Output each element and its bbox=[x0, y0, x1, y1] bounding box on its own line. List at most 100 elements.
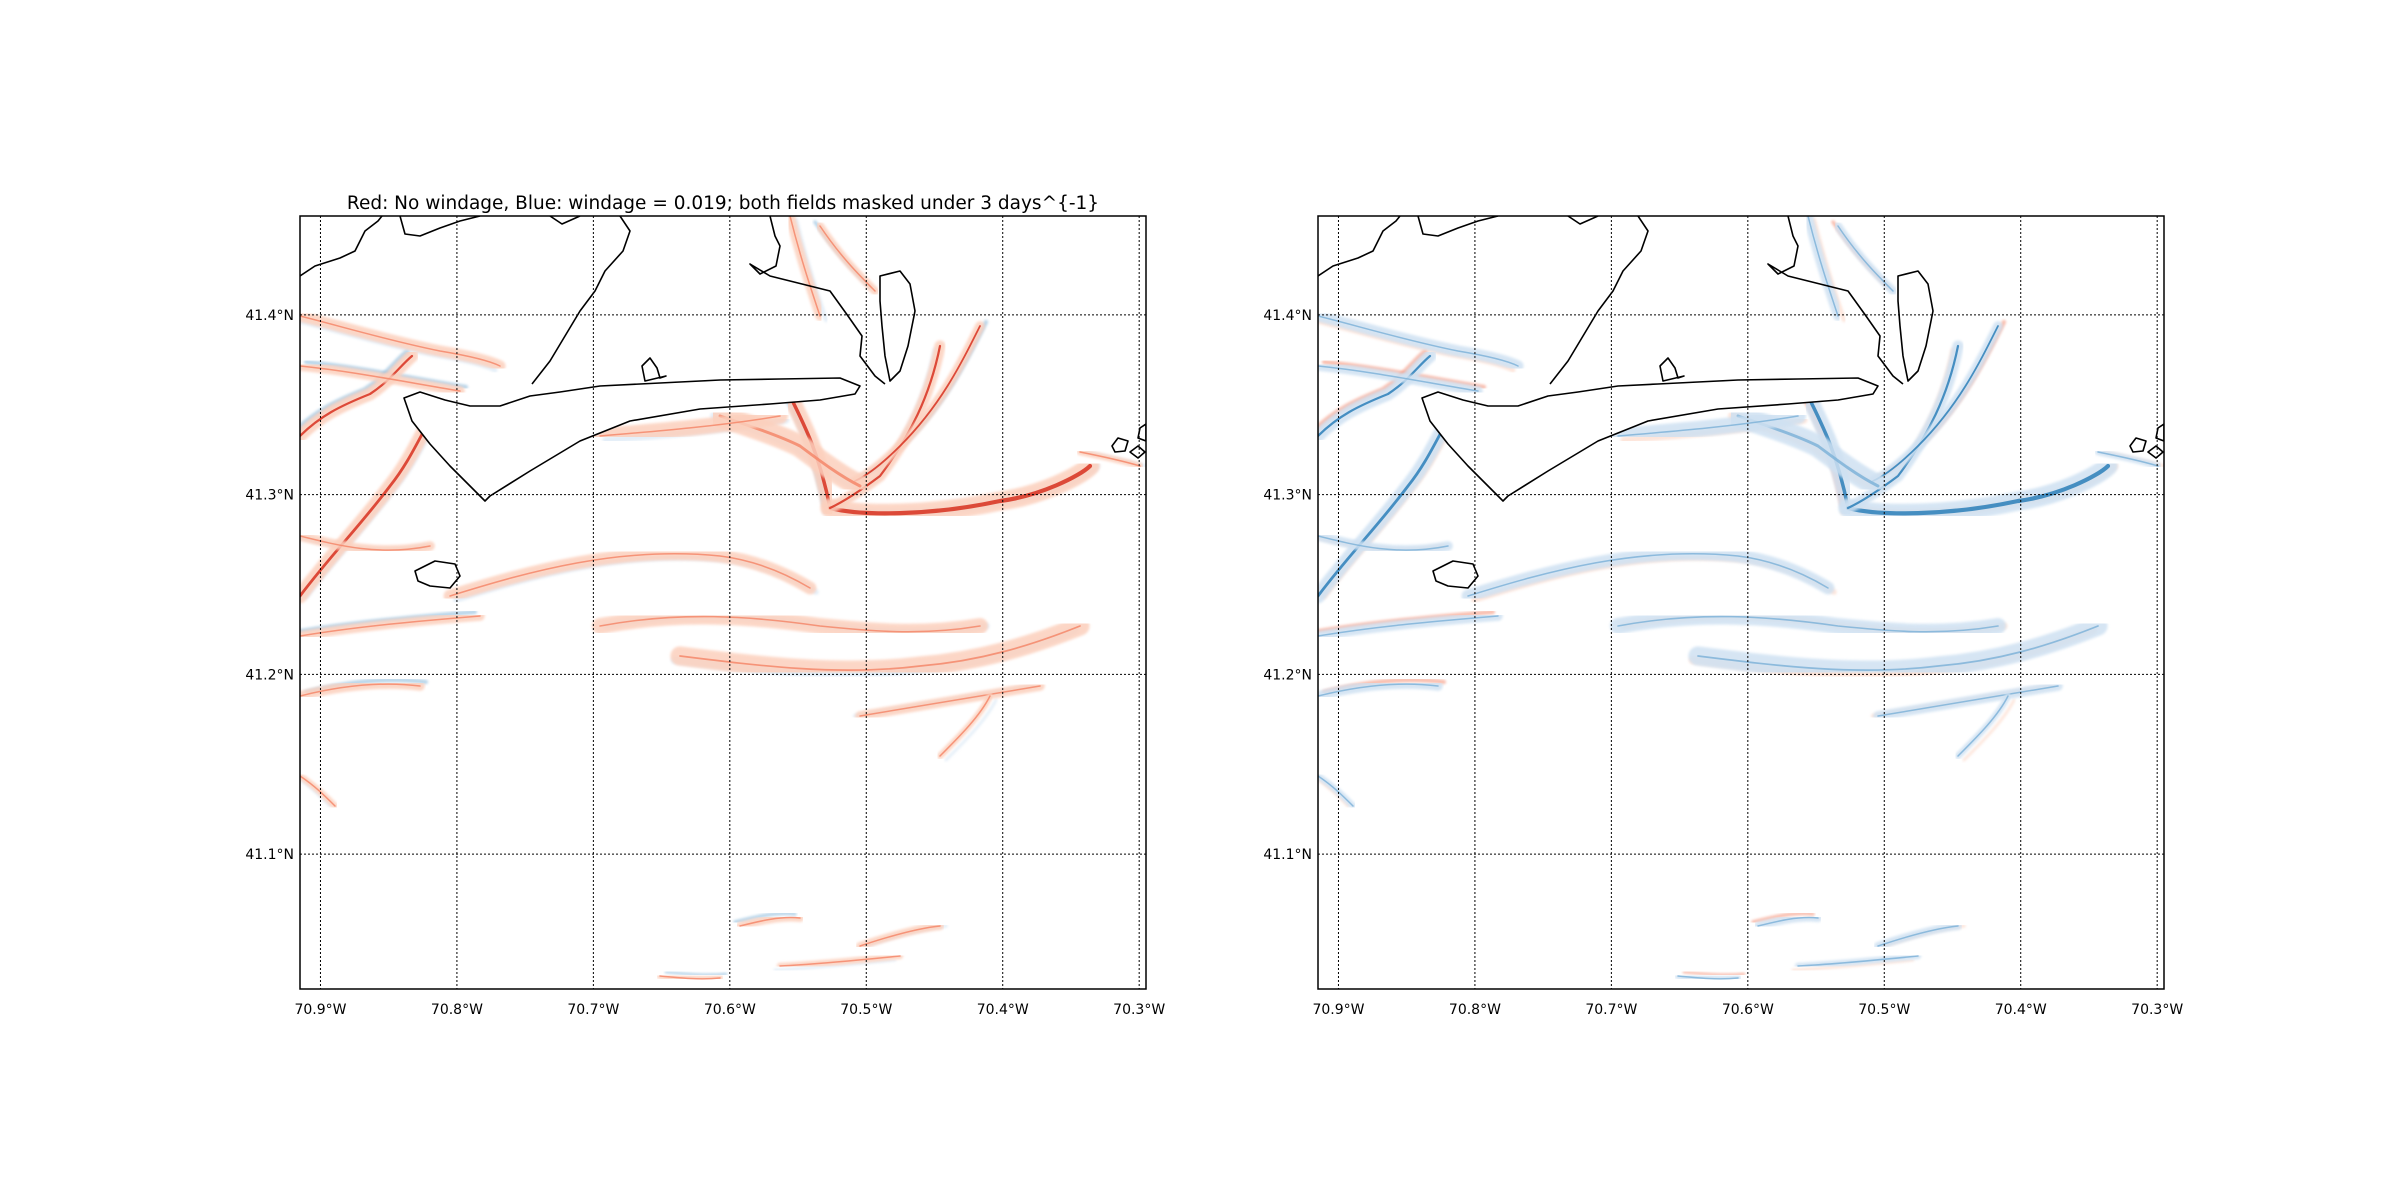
coastline-segment bbox=[641, 357, 667, 382]
field-filament-core bbox=[599, 615, 981, 633]
field-filament-core bbox=[789, 216, 821, 317]
lon-tick-label: 70.6°W bbox=[1722, 1002, 1774, 1018]
overlay-filament bbox=[944, 698, 998, 762]
lon-tick-label: 70.8°W bbox=[1449, 1002, 1501, 1018]
coastline-segment bbox=[1129, 445, 1146, 459]
lon-tick-label: 70.6°W bbox=[704, 1002, 756, 1018]
lon-tick-label: 70.4°W bbox=[977, 1002, 1029, 1018]
lat-tick-label: 41.2°N bbox=[1263, 667, 1312, 683]
field-filament-core bbox=[300, 315, 501, 367]
field-filament-core bbox=[779, 955, 901, 967]
coastline-segment bbox=[1111, 437, 1129, 453]
coastline-segment bbox=[1897, 270, 1934, 382]
lat-tick-label: 41.3°N bbox=[1263, 488, 1312, 504]
axes-frame bbox=[1317, 215, 2165, 990]
overlay-filament bbox=[1682, 970, 1746, 977]
filament-layer bbox=[300, 216, 1146, 983]
lon-tick-label: 70.5°W bbox=[840, 1002, 892, 1018]
field-filament-core bbox=[659, 975, 721, 980]
lon-tick-label: 70.4°W bbox=[1995, 1002, 2047, 1018]
field-filament-core bbox=[739, 916, 801, 927]
coastline-segment bbox=[2155, 423, 2164, 442]
lon-tick-label: 70.9°W bbox=[294, 1002, 346, 1018]
coastline-segment bbox=[879, 270, 916, 382]
coastline bbox=[300, 216, 1146, 589]
field-filament-core bbox=[300, 683, 421, 697]
coastline-segment bbox=[1318, 216, 1904, 385]
field-filament-core bbox=[300, 775, 336, 807]
field-filament-core bbox=[819, 225, 876, 292]
field-filament-core bbox=[300, 365, 461, 392]
lon-tick-label: 70.3°W bbox=[2131, 1002, 2183, 1018]
field-filament-core bbox=[827, 463, 1093, 516]
filament-layer bbox=[1318, 216, 2164, 983]
field-filament-core bbox=[1957, 695, 2009, 757]
field-filament-core bbox=[1318, 775, 1354, 807]
field-filament-core bbox=[1318, 535, 1449, 551]
coastline bbox=[1318, 216, 2164, 589]
field-filament-core bbox=[859, 925, 941, 947]
coastline-segment bbox=[1137, 423, 1146, 442]
field-filament-core bbox=[1617, 415, 1799, 437]
field-filament-core bbox=[1318, 683, 1439, 697]
field-filament-core bbox=[449, 553, 811, 597]
coastline-segment bbox=[300, 216, 886, 385]
lon-tick-label: 70.5°W bbox=[1858, 1002, 1910, 1018]
gridlines bbox=[1318, 216, 2164, 989]
coastline-segment bbox=[414, 560, 461, 589]
axes-frame bbox=[299, 215, 1147, 990]
overlay-filament bbox=[773, 958, 897, 972]
lon-tick-label: 70.7°W bbox=[1585, 1002, 1637, 1018]
field-filament-core bbox=[1677, 975, 1739, 980]
overlay-filament bbox=[664, 970, 728, 977]
field-filament-core bbox=[1318, 615, 1499, 637]
field-filament-core bbox=[1877, 925, 1959, 947]
field-filament-core bbox=[859, 685, 1041, 717]
field-filament-core bbox=[1318, 354, 1432, 438]
lon-tick-label: 70.8°W bbox=[431, 1002, 483, 1018]
overlay-filament bbox=[1962, 698, 2016, 762]
lat-tick-label: 41.4°N bbox=[1263, 308, 1312, 324]
field-filament-core bbox=[300, 535, 431, 551]
lat-tick-label: 41.1°N bbox=[1263, 847, 1312, 863]
field-filament-core bbox=[1872, 325, 1999, 482]
coastline-segment bbox=[1432, 560, 1479, 589]
field-filament-core bbox=[679, 625, 1081, 671]
field-filament-core bbox=[300, 409, 437, 598]
field-filament-core bbox=[1467, 553, 1829, 597]
lat-tick-label: 41.2°N bbox=[245, 667, 294, 683]
gridlines bbox=[300, 216, 1146, 989]
overlay-filament bbox=[1791, 958, 1915, 972]
field-filament-core bbox=[1318, 365, 1479, 392]
field-filament-core bbox=[300, 354, 414, 438]
field-filament-core bbox=[1079, 451, 1141, 467]
field-filament-core bbox=[1797, 955, 1919, 967]
field-filament-core bbox=[1837, 225, 1894, 292]
coastline-segment bbox=[1659, 357, 1685, 382]
lat-tick-label: 41.3°N bbox=[245, 488, 294, 504]
coastline-segment bbox=[1421, 377, 1879, 502]
field-filament-core bbox=[1318, 409, 1455, 598]
figure-title: Red: No windage, Blue: windage = 0.019; … bbox=[347, 193, 1099, 214]
lat-tick-label: 41.1°N bbox=[245, 847, 294, 863]
map-panel-right: 70.9°W 70.8°W 70.7°W 70.6°W 70.5°W 70.4°W 70.3… bbox=[1263, 215, 2183, 1018]
field-filament-core bbox=[1318, 315, 1519, 367]
lon-tick-label: 70.7°W bbox=[567, 1002, 619, 1018]
lat-tick-label: 41.4°N bbox=[245, 308, 294, 324]
map-panel-left: 70.9°W 70.8°W 70.7°W 70.6°W 70.5°W 70.4°W 70.3… bbox=[245, 215, 1165, 1018]
field-filament-core bbox=[1807, 216, 1839, 317]
field-filament-core bbox=[1697, 625, 2099, 671]
field-filament-core bbox=[1877, 685, 2059, 717]
field-filament-core bbox=[939, 695, 991, 757]
field-filament-core bbox=[1757, 916, 1819, 927]
field-filament-core bbox=[2097, 451, 2159, 467]
field-filament-core bbox=[1845, 463, 2111, 516]
field-filament-core bbox=[1617, 615, 1999, 633]
field-filament-core bbox=[599, 415, 781, 437]
field-filament-core bbox=[300, 615, 481, 637]
coastline-segment bbox=[2147, 445, 2164, 459]
coastline-segment bbox=[2129, 437, 2147, 453]
field-filament-core bbox=[854, 325, 981, 482]
lon-tick-label: 70.3°W bbox=[1113, 1002, 1165, 1018]
